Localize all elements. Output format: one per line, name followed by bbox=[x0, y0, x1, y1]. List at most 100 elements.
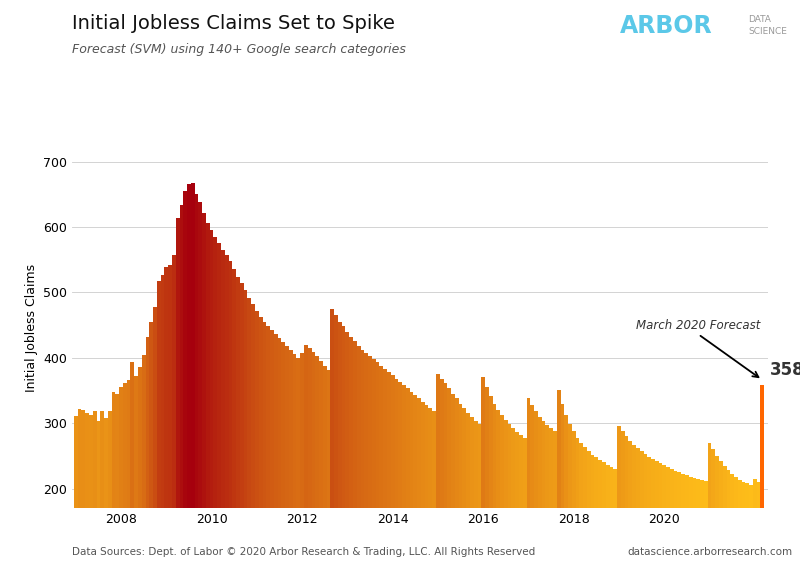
Bar bbox=[655, 461, 658, 571]
Bar bbox=[534, 411, 538, 571]
Bar bbox=[194, 194, 198, 571]
Bar bbox=[126, 380, 130, 571]
Bar bbox=[108, 411, 112, 571]
Bar bbox=[632, 445, 636, 571]
Text: DATA: DATA bbox=[748, 15, 771, 24]
Text: Initial Jobless Claims Set to Spike: Initial Jobless Claims Set to Spike bbox=[72, 14, 395, 33]
Bar bbox=[421, 401, 425, 571]
Bar bbox=[568, 424, 572, 571]
Bar bbox=[229, 261, 232, 571]
Bar bbox=[598, 460, 602, 571]
Bar bbox=[542, 421, 546, 571]
Bar bbox=[561, 404, 564, 571]
Bar bbox=[372, 359, 376, 571]
Bar bbox=[368, 356, 372, 571]
Bar bbox=[198, 202, 202, 571]
Bar bbox=[557, 391, 561, 571]
Bar bbox=[278, 338, 282, 571]
Bar bbox=[338, 322, 342, 571]
Bar bbox=[432, 411, 436, 571]
Bar bbox=[564, 415, 568, 571]
Bar bbox=[104, 418, 108, 571]
Bar bbox=[255, 311, 258, 571]
Bar bbox=[179, 206, 183, 571]
Bar bbox=[587, 451, 590, 571]
Bar bbox=[74, 416, 78, 571]
Bar bbox=[722, 466, 726, 571]
Bar bbox=[157, 282, 161, 571]
Bar bbox=[398, 382, 402, 571]
Bar bbox=[553, 431, 557, 571]
Bar bbox=[251, 304, 255, 571]
Bar bbox=[643, 454, 647, 571]
Bar bbox=[390, 375, 394, 571]
Bar bbox=[550, 428, 553, 571]
Bar bbox=[134, 376, 138, 571]
Bar bbox=[621, 431, 625, 571]
Bar bbox=[138, 367, 142, 571]
Bar bbox=[711, 449, 715, 571]
Bar bbox=[247, 297, 251, 571]
Bar bbox=[165, 267, 168, 571]
Bar bbox=[232, 269, 236, 571]
Bar bbox=[474, 421, 478, 571]
Bar bbox=[466, 413, 470, 571]
Bar bbox=[647, 457, 651, 571]
Bar bbox=[590, 455, 594, 571]
Bar bbox=[142, 355, 146, 571]
Bar bbox=[323, 365, 326, 571]
Bar bbox=[470, 417, 474, 571]
Bar bbox=[447, 388, 451, 571]
Text: 358: 358 bbox=[770, 361, 800, 379]
Bar bbox=[383, 369, 387, 571]
Bar bbox=[93, 411, 97, 571]
Bar bbox=[515, 432, 519, 571]
Bar bbox=[583, 447, 587, 571]
Bar bbox=[682, 474, 685, 571]
Bar bbox=[666, 467, 670, 571]
Bar bbox=[458, 404, 462, 571]
Bar bbox=[526, 399, 530, 571]
Bar bbox=[326, 369, 330, 571]
Bar bbox=[689, 477, 693, 571]
Bar bbox=[530, 405, 534, 571]
Bar bbox=[176, 219, 179, 571]
Bar bbox=[594, 457, 598, 571]
Bar bbox=[489, 396, 493, 571]
Bar bbox=[478, 424, 482, 571]
Bar bbox=[150, 322, 153, 571]
Bar bbox=[685, 476, 689, 571]
Bar bbox=[289, 350, 293, 571]
Text: March 2020 Forecast: March 2020 Forecast bbox=[636, 319, 760, 332]
Bar bbox=[214, 237, 218, 571]
Bar bbox=[172, 255, 176, 571]
Bar bbox=[274, 334, 278, 571]
Bar bbox=[734, 477, 738, 571]
Bar bbox=[282, 342, 285, 571]
Bar bbox=[610, 467, 614, 571]
Bar bbox=[730, 474, 734, 571]
Bar bbox=[244, 291, 247, 571]
Bar bbox=[640, 451, 643, 571]
Bar bbox=[726, 471, 730, 571]
Text: Data Sources: Dept. of Labor © 2020 Arbor Research & Trading, LLC. All Rights Re: Data Sources: Dept. of Labor © 2020 Arbo… bbox=[72, 546, 535, 557]
Bar bbox=[704, 481, 708, 571]
Bar bbox=[462, 408, 466, 571]
Bar bbox=[500, 415, 504, 571]
Bar bbox=[719, 461, 722, 571]
Bar bbox=[330, 309, 334, 571]
Bar bbox=[357, 346, 361, 571]
Bar bbox=[350, 337, 353, 571]
Bar bbox=[504, 420, 508, 571]
Bar bbox=[482, 377, 485, 571]
Bar bbox=[508, 424, 511, 571]
Bar bbox=[493, 404, 496, 571]
Bar bbox=[715, 456, 719, 571]
Bar bbox=[757, 482, 761, 571]
Bar bbox=[742, 482, 746, 571]
Bar bbox=[153, 307, 157, 571]
Bar bbox=[225, 255, 229, 571]
Bar bbox=[406, 388, 410, 571]
Bar bbox=[455, 399, 458, 571]
Bar bbox=[353, 341, 357, 571]
